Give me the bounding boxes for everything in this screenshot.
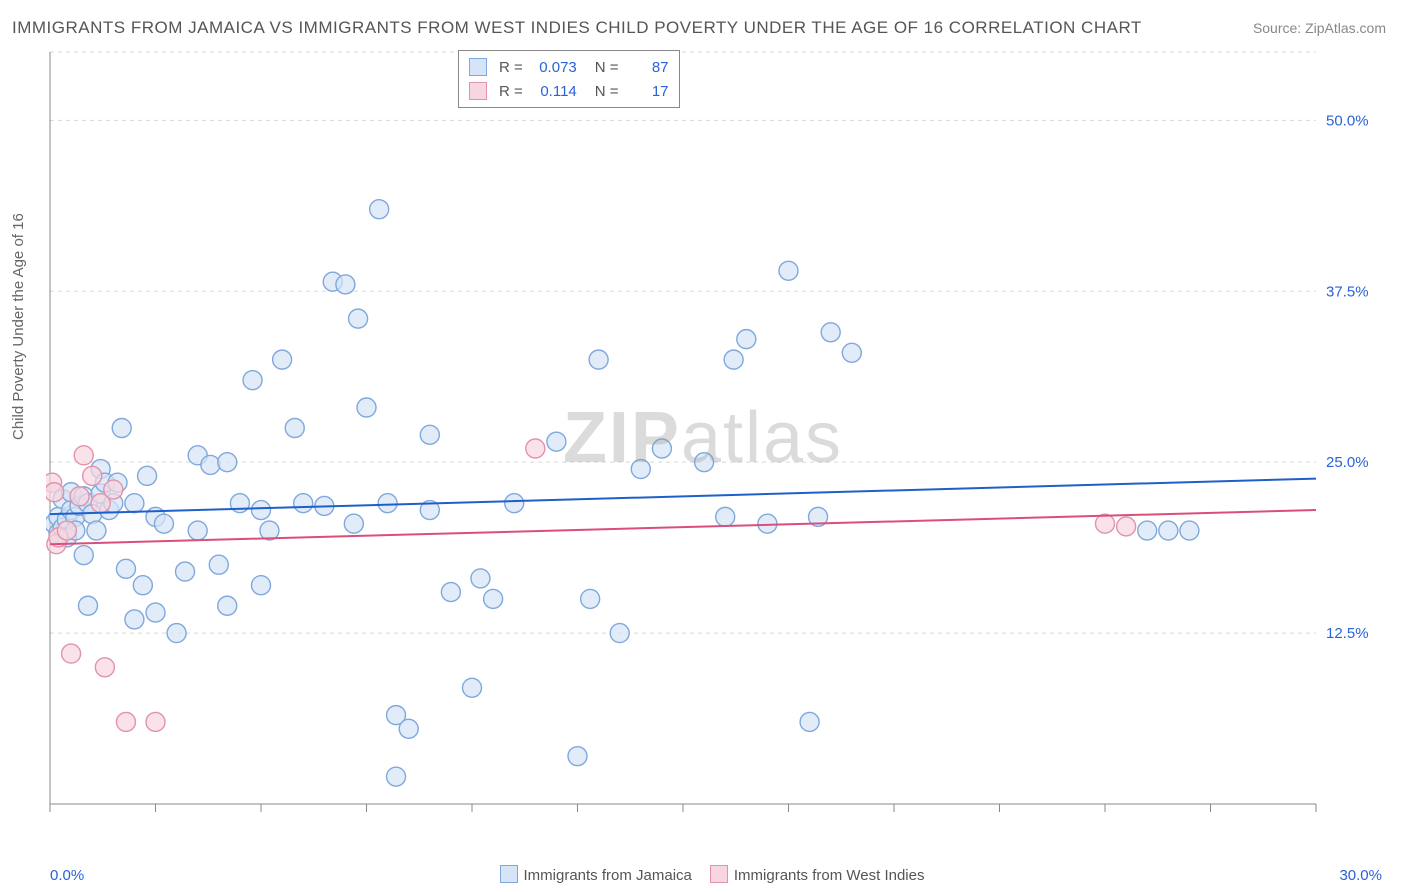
statistics-legend: R = 0.073 N = 87 R = 0.114 N = 17 [458, 50, 680, 108]
n-label: N = [595, 59, 619, 76]
y-axis-label: Child Poverty Under the Age of 16 [10, 213, 27, 440]
svg-text:25.0%: 25.0% [1326, 454, 1369, 471]
series-legend: Immigrants from Jamaica Immigrants from W… [0, 865, 1406, 884]
swatch-icon [469, 82, 487, 100]
source-label: Source: [1253, 20, 1301, 36]
svg-text:50.0%: 50.0% [1326, 112, 1369, 129]
swatch-icon [469, 58, 487, 76]
stats-row-west_indies: R = 0.114 N = 17 [469, 79, 669, 103]
scatter-plot: 12.5% 25.0% 37.5% 50.0% [46, 48, 1386, 836]
source-value: ZipAtlas.com [1305, 20, 1386, 36]
source-attribution: Source: ZipAtlas.com [1253, 20, 1386, 36]
stats-row-jamaica: R = 0.073 N = 87 [469, 55, 669, 79]
n-label: N = [595, 83, 619, 100]
n-value: 87 [639, 59, 669, 76]
r-label: R = [499, 59, 523, 76]
svg-text:12.5%: 12.5% [1326, 625, 1369, 642]
legend-swatch-icon [500, 865, 518, 883]
r-label: R = [499, 83, 523, 100]
n-value: 17 [639, 83, 669, 100]
legend-label-jamaica: Immigrants from Jamaica [524, 867, 692, 884]
r-value: 0.114 [529, 83, 577, 100]
svg-text:37.5%: 37.5% [1326, 283, 1369, 300]
legend-label-west_indies: Immigrants from West Indies [734, 867, 925, 884]
r-value: 0.073 [529, 59, 577, 76]
chart-title: IMMIGRANTS FROM JAMAICA VS IMMIGRANTS FR… [12, 18, 1142, 38]
legend-swatch-icon [710, 865, 728, 883]
